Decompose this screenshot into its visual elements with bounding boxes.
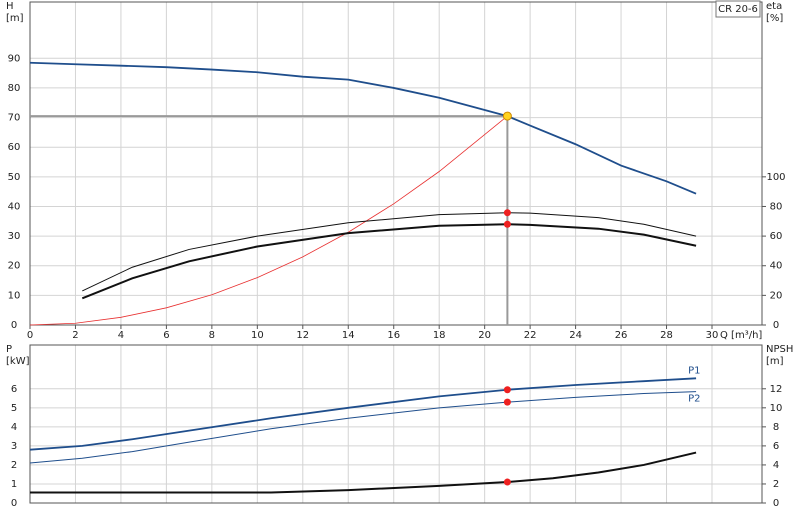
y2-tick-label: 100 <box>766 172 785 183</box>
y-tick-label: 70 <box>8 113 21 124</box>
legend-label: P2 <box>688 394 700 405</box>
y-tick-label: 0 <box>11 320 17 331</box>
x-tick-label: 12 <box>296 330 309 341</box>
y2-tick-label: 20 <box>770 290 783 301</box>
x-tick-label: 8 <box>209 330 215 341</box>
y-tick-label: 1 <box>11 479 17 490</box>
duty-dot <box>503 398 511 406</box>
legend-label: P1 <box>688 365 700 376</box>
y-tick-label: 90 <box>8 53 21 64</box>
x-tick-label: 18 <box>433 330 446 341</box>
y2-tick-label: 0 <box>773 498 779 509</box>
y-tick-label: 5 <box>11 403 17 414</box>
y-tick-label: 20 <box>8 261 21 272</box>
curve <box>29 115 508 326</box>
x-tick-label: 24 <box>569 330 582 341</box>
curve <box>82 212 697 292</box>
x-tick-label: 26 <box>615 330 628 341</box>
x-tick-label: 2 <box>72 330 78 341</box>
x-tick-label: 0 <box>27 330 33 341</box>
curve <box>30 451 697 494</box>
y2-tick-label: 0 <box>773 320 779 331</box>
y2-axis-label: eta <box>766 1 782 12</box>
x-tick-label: 6 <box>163 330 169 341</box>
y-tick-label: 50 <box>8 172 21 183</box>
duty-dot <box>503 220 511 228</box>
plot-frame <box>29 344 763 504</box>
y2-axis-label: NPSH <box>766 344 793 355</box>
y2-tick-label: 60 <box>770 231 783 242</box>
y-tick-label: 0 <box>11 498 17 509</box>
x-tick-label: 28 <box>660 330 673 341</box>
x-tick-label: 30 <box>706 330 719 341</box>
y-tick-label: 4 <box>11 422 17 433</box>
y-axis-unit: [kW] <box>6 356 30 367</box>
y2-tick-label: 8 <box>773 422 779 433</box>
y2-tick-label: 4 <box>773 460 779 471</box>
plot-frame <box>29 1 763 326</box>
y2-tick-label: 40 <box>770 261 783 272</box>
y-tick-label: 6 <box>11 384 17 395</box>
y2-tick-label: 12 <box>770 384 783 395</box>
x-tick-label: 16 <box>387 330 400 341</box>
duty-dot <box>503 209 511 217</box>
curve <box>29 391 697 464</box>
chart-title: CR 20-6 <box>718 4 758 15</box>
y-tick-label: 2 <box>11 460 17 471</box>
y-axis-label: H <box>6 1 14 12</box>
curve <box>29 377 697 451</box>
title-box <box>715 0 761 18</box>
y2-tick-label: 6 <box>773 441 779 452</box>
y2-axis-unit: [%] <box>766 13 783 24</box>
y2-tick-label: 2 <box>773 479 779 490</box>
x-axis-label: Q [m³/h] <box>720 330 762 341</box>
x-tick-label: 10 <box>251 330 264 341</box>
y-axis-unit: [m] <box>6 13 24 24</box>
y-tick-label: 60 <box>8 142 21 153</box>
x-tick-label: 22 <box>524 330 537 341</box>
y-tick-label: 10 <box>8 290 21 301</box>
y-tick-label: 3 <box>11 441 17 452</box>
curve <box>81 223 697 300</box>
x-tick-label: 20 <box>478 330 491 341</box>
y-tick-label: 80 <box>8 83 21 94</box>
duty-dot <box>503 386 511 394</box>
y2-tick-label: 80 <box>770 201 783 212</box>
x-tick-label: 14 <box>342 330 355 341</box>
y2-axis-unit: [m] <box>766 356 784 367</box>
y-tick-label: 40 <box>8 201 21 212</box>
curve <box>29 61 697 195</box>
y-axis-label: P <box>6 344 12 355</box>
y-tick-label: 30 <box>8 231 21 242</box>
duty-point <box>502 111 512 121</box>
y2-tick-label: 10 <box>770 403 783 414</box>
duty-dot <box>503 478 511 486</box>
x-tick-label: 4 <box>118 330 124 341</box>
